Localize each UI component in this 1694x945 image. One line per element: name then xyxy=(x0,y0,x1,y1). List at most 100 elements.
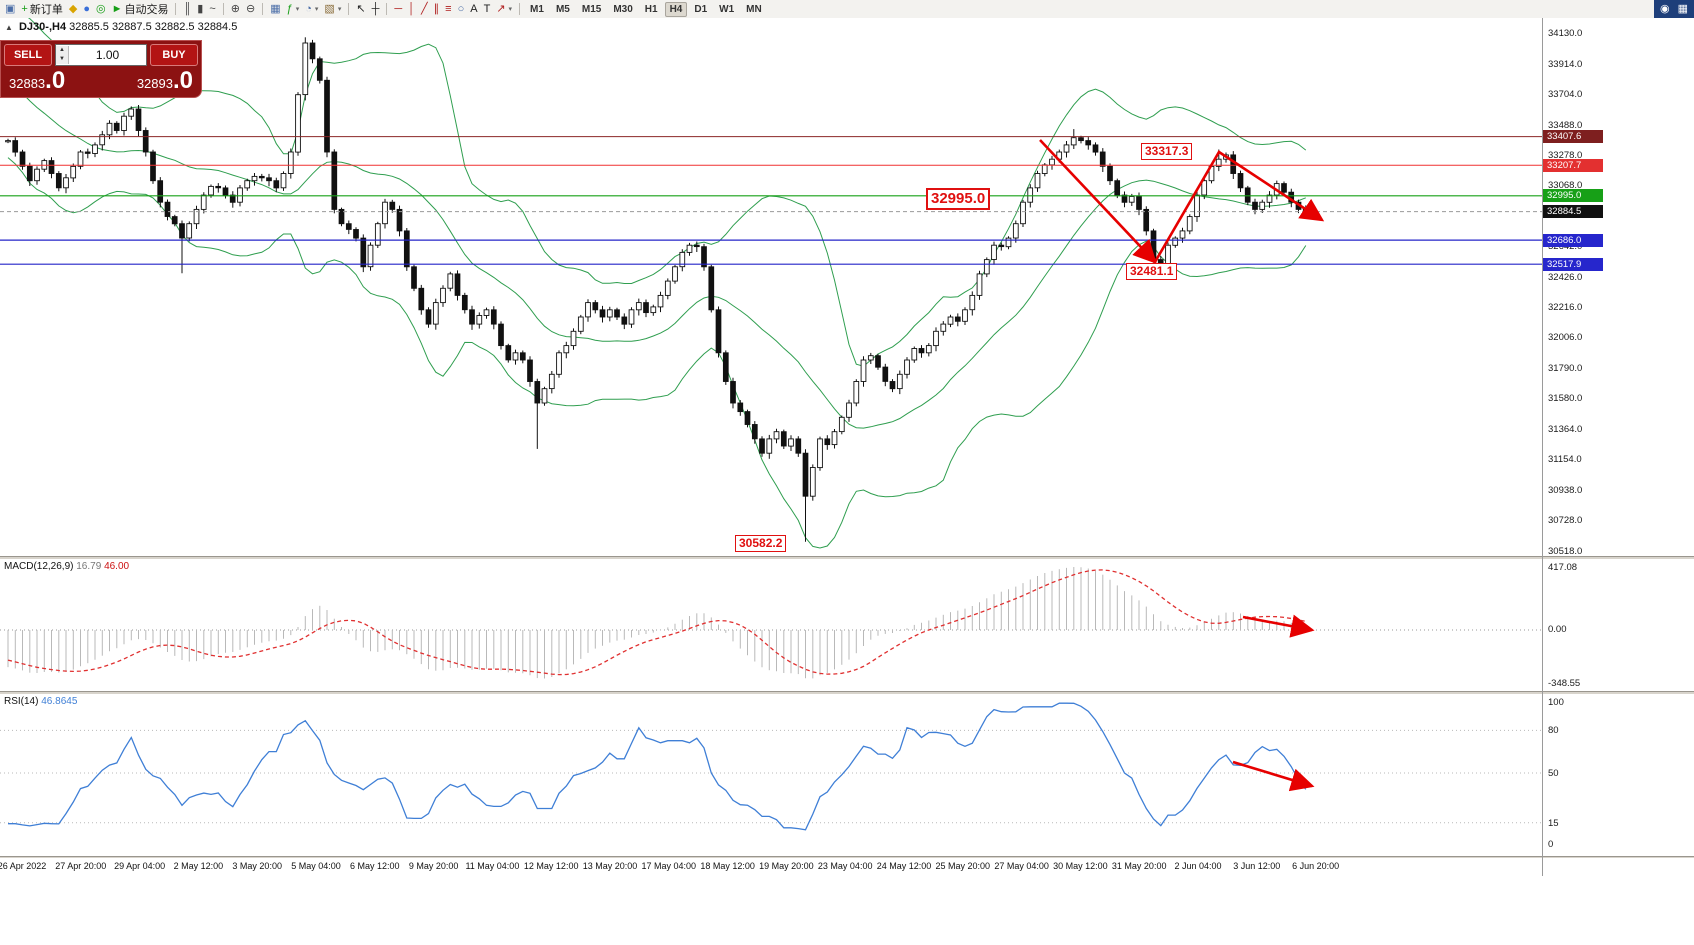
volume-value[interactable]: 1.00 xyxy=(95,48,120,62)
line-chart-icon[interactable]: ~ xyxy=(206,1,218,17)
tile-windows-icon[interactable]: ▦ xyxy=(267,1,283,17)
timeframe-h1[interactable]: H1 xyxy=(644,3,658,15)
price-annotation[interactable]: 30582.2 xyxy=(735,535,787,552)
price-axis-label: 30938.0 xyxy=(1548,485,1583,497)
panel-separator[interactable] xyxy=(0,691,1694,694)
timeframe-m15[interactable]: M15 xyxy=(581,3,602,15)
price-axis-label: 31790.0 xyxy=(1548,363,1583,375)
rsi-canvas[interactable] xyxy=(0,694,1542,856)
chevron-down-icon[interactable]: ▾ xyxy=(508,6,513,13)
volume-up-icon[interactable]: ▲ xyxy=(56,46,68,55)
periods-icon[interactable]: ◔ ▾ xyxy=(302,1,321,17)
panel-separator[interactable] xyxy=(0,856,1694,858)
timeframe-m5[interactable]: M5 xyxy=(555,3,570,15)
trendline-icon[interactable]: ╱ xyxy=(418,1,431,17)
text-icon: A xyxy=(470,3,478,15)
rsi-axis-label: 100 xyxy=(1548,697,1564,708)
price-axis-label: 33068.0 xyxy=(1548,179,1583,191)
time-axis-label: 3 Jun 12:00 xyxy=(1233,861,1281,871)
time-axis-label: 11 May 04:00 xyxy=(465,861,520,871)
time-axis-label: 19 May 20:00 xyxy=(759,861,814,871)
time-axis-label: 27 May 04:00 xyxy=(994,861,1049,871)
timeframe-h4[interactable]: H4 xyxy=(664,1,688,17)
price-marker: 32884.5 xyxy=(1543,205,1603,219)
time-axis-label: 27 Apr 20:00 xyxy=(55,861,107,871)
templates-icon[interactable]: ▧ ▾ xyxy=(321,1,344,17)
toolbar: ▣ + 新订单 ◆ ● ◎ ► 自动交易 ║ ▮ ~ ⊕ ⊖ ▦ ƒ ▾ ◔ ▾ ▧ ▾ ↖ ┼ ─ │ ╱ ∥ ≡ ○ A T ↗ ▾ M1 M… xyxy=(0,0,1694,19)
price-marker: 33407.6 xyxy=(1543,130,1603,144)
timeframe-m30[interactable]: M30 xyxy=(613,3,633,15)
crosshair-icon[interactable]: ┼ xyxy=(369,1,383,17)
cursor-icon[interactable]: ↖ xyxy=(353,1,368,17)
panel-separator[interactable] xyxy=(0,556,1694,559)
price-axis-label: 33278.0 xyxy=(1548,149,1583,161)
chevron-down-icon[interactable]: ▾ xyxy=(295,6,300,13)
toolbar-separator xyxy=(348,3,350,15)
price-axis-label: 33914.0 xyxy=(1548,58,1583,70)
fibonacci-icon[interactable]: ≡ xyxy=(442,1,454,17)
price-annotation[interactable]: 32995.0 xyxy=(926,188,991,210)
volume-stepper[interactable]: ▲ ▼ xyxy=(56,46,69,64)
navigator-icon[interactable]: ● xyxy=(80,1,93,17)
market-watch-icon[interactable]: ◆ xyxy=(66,1,80,17)
time-axis-label: 26 Apr 2022 xyxy=(0,861,47,871)
market-watch-icon: ◆ xyxy=(68,3,78,15)
price-annotation[interactable]: 33317.3 xyxy=(1141,143,1193,160)
autotrading-button[interactable]: ► 自动交易 xyxy=(109,1,172,17)
volume-field[interactable]: ▲ ▼ 1.00 xyxy=(55,44,147,66)
arrows-icon[interactable]: ↗ ▾ xyxy=(493,1,515,17)
new-order-button[interactable]: + 新订单 xyxy=(18,1,65,17)
text-icon[interactable]: A xyxy=(467,1,480,17)
time-axis-label: 12 May 12:00 xyxy=(523,861,579,871)
crosshair-icon: ┼ xyxy=(371,3,380,15)
shapes-icon[interactable]: ○ xyxy=(455,1,468,17)
vertical-line-icon[interactable]: │ xyxy=(405,1,418,17)
chevron-down-icon[interactable]: ▾ xyxy=(337,6,342,13)
toolbar-separator xyxy=(222,3,224,15)
macd-canvas[interactable] xyxy=(0,559,1542,691)
text-label-icon[interactable]: T xyxy=(481,1,494,17)
main-chart-panel[interactable]: ▲ DJ30-,H4 32885.5 32887.5 32882.5 32884… xyxy=(0,18,1694,557)
price-axis-label: 30518.0 xyxy=(1548,545,1583,557)
time-axis-label: 2 May 12:00 xyxy=(173,861,224,871)
time-axis-label: 2 Jun 04:00 xyxy=(1174,861,1222,871)
rsi-panel[interactable]: RSI(14) 46.8645 100 80 50 15 0 xyxy=(0,694,1694,856)
bar-chart-icon[interactable]: ║ xyxy=(180,1,194,17)
price-axis-label: 33704.0 xyxy=(1548,88,1583,100)
time-axis-label: 17 May 04:00 xyxy=(641,861,697,871)
price-marker: 32686.0 xyxy=(1543,233,1603,247)
timeframe-mn[interactable]: MN xyxy=(746,3,762,15)
chevron-down-icon[interactable]: ▾ xyxy=(314,6,319,13)
timeframe-w1[interactable]: W1 xyxy=(719,3,735,15)
sell-price: 32883.0 xyxy=(9,67,66,94)
one-click-toggle[interactable]: ▲ xyxy=(5,23,13,32)
macd-label: MACD(12,26,9) 16.79 46.00 xyxy=(4,561,130,572)
timeframe-m1[interactable]: M1 xyxy=(530,3,544,15)
sell-button[interactable]: SELL xyxy=(4,44,52,66)
buy-price: 32893.0 xyxy=(136,67,193,94)
indicators-icon[interactable]: ƒ ▾ xyxy=(284,1,303,17)
indicators-icon: ƒ xyxy=(286,3,293,15)
toolbar-separator xyxy=(386,3,388,15)
macd-panel[interactable]: MACD(12,26,9) 16.79 46.00 417.08 0.00 -348… xyxy=(0,559,1694,691)
equidistant-channel-icon[interactable]: ∥ xyxy=(431,1,443,17)
terminal-icon[interactable]: ◎ xyxy=(93,1,109,17)
price-axis-label: 32426.0 xyxy=(1548,271,1583,283)
charts-window-icon[interactable]: ▣ xyxy=(2,1,18,17)
workspace-icon[interactable]: ▦ xyxy=(1677,3,1688,15)
time-axis[interactable]: 26 Apr 2022 27 Apr 20:00 29 Apr 04:00 2 May… xyxy=(0,858,1694,876)
price-chart-canvas[interactable] xyxy=(0,18,1542,556)
periods-icon: ◔ xyxy=(305,3,312,15)
vertical-line-icon: │ xyxy=(408,3,416,15)
buy-button[interactable]: BUY xyxy=(150,44,198,66)
zoom-out-icon[interactable]: ⊖ xyxy=(243,1,258,17)
zoom-in-icon[interactable]: ⊕ xyxy=(228,1,243,17)
volume-down-icon[interactable]: ▼ xyxy=(56,55,68,64)
trendline-icon: ╱ xyxy=(421,3,428,15)
time-axis-label: 23 May 04:00 xyxy=(817,861,873,871)
price-annotation[interactable]: 32481.1 xyxy=(1126,263,1178,280)
candlestick-chart-icon[interactable]: ▮ xyxy=(194,1,206,17)
horizontal-line-icon[interactable]: ─ xyxy=(391,1,405,17)
search-icon[interactable]: ◉ xyxy=(1659,3,1670,15)
timeframe-d1[interactable]: D1 xyxy=(694,3,708,15)
